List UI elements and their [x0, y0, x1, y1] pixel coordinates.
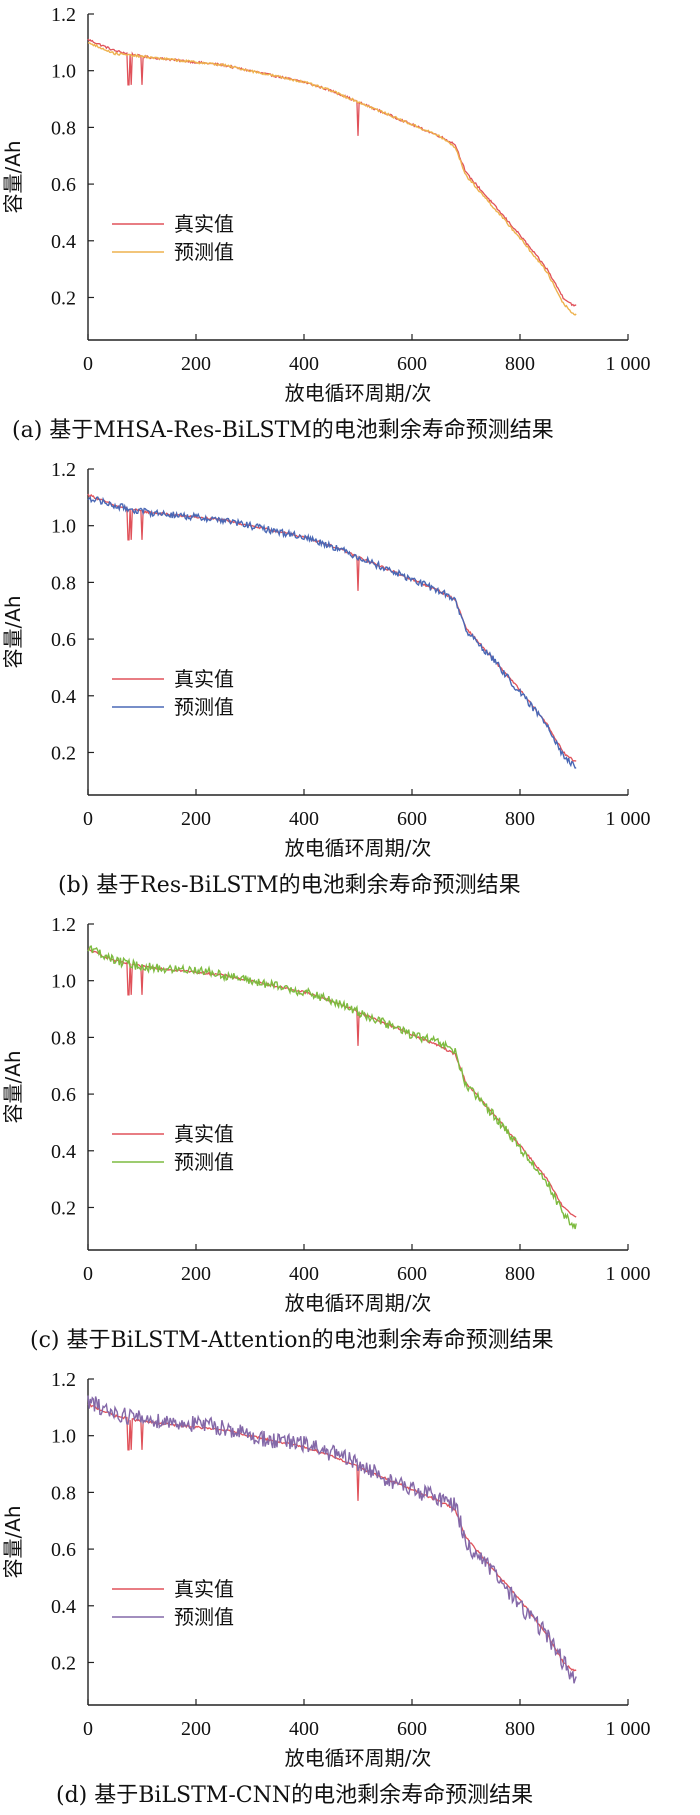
series-pred-line-d — [87, 1395, 577, 1684]
legend-pred-label-b: 预测值 — [174, 695, 234, 719]
x-axis-label-a: 放电循环周期/次 — [285, 381, 432, 405]
y-tick-label-a: 1.2 — [51, 4, 76, 26]
y-tick-label-a: 1.0 — [51, 61, 76, 83]
x-tick-label-a: 0 — [83, 353, 93, 375]
y-tick-label-b: 1.0 — [51, 516, 76, 538]
legend-true-label-a: 真实值 — [174, 212, 234, 236]
x-tick-label-d: 800 — [505, 1718, 535, 1740]
y-tick-label-b: 0.8 — [51, 572, 76, 594]
chart-panel-c: 0 200 400 600 800 1 000 0.2 0.4 0.6 0.8 1.0 1.2 放电循环… — [0, 910, 700, 1365]
x-tick-label-a: 200 — [181, 353, 211, 375]
x-tick-label-b: 800 — [505, 808, 535, 830]
y-tick-label-b: 0.6 — [51, 629, 76, 651]
series-true-line-b — [87, 493, 577, 762]
x-tick-label-b: 0 — [83, 808, 93, 830]
y-axis-label-d: 容量/Ah — [1, 1505, 25, 1578]
x-tick-label-d: 0 — [83, 1718, 93, 1740]
y-axis-label-c: 容量/Ah — [1, 1050, 25, 1123]
x-tick-label-a: 1 000 — [606, 353, 651, 375]
y-tick-label-d: 0.8 — [51, 1482, 76, 1504]
x-tick-label-c: 200 — [181, 1263, 211, 1285]
x-tick-label-a: 600 — [397, 353, 427, 375]
y-tick-label-d: 1.0 — [51, 1426, 76, 1448]
y-tick-label-b: 0.2 — [51, 742, 76, 764]
y-tick-label-a: 0.4 — [51, 231, 76, 253]
series-true-line-a — [87, 38, 577, 307]
x-tick-label-d: 200 — [181, 1718, 211, 1740]
series-true-line-c — [87, 948, 577, 1218]
x-tick-label-b: 200 — [181, 808, 211, 830]
x-tick-label-c: 600 — [397, 1263, 427, 1285]
chart-panel-b: 0 200 400 600 800 1 000 0.2 0.4 0.6 0.8 1.0 1.2 放电循环… — [0, 455, 700, 910]
chart-a-svg: 0 200 400 600 800 1 000 0.2 0.4 0.6 0.8 1.0 1.2 放电循环… — [1, 4, 651, 405]
legend-true-label-c: 真实值 — [174, 1122, 234, 1146]
y-axis-label-a: 容量/Ah — [1, 140, 25, 213]
chart-c-svg: 0 200 400 600 800 1 000 0.2 0.4 0.6 0.8 1.0 1.2 放电循环… — [1, 914, 651, 1315]
series-pred-line-b — [87, 495, 577, 769]
y-tick-label-d: 0.4 — [51, 1596, 76, 1618]
x-axis-label-d: 放电循环周期/次 — [285, 1746, 432, 1770]
chart-d-svg: 0 200 400 600 800 1 000 0.2 0.4 0.6 0.8 1.0 1.2 放电循环… — [1, 1369, 651, 1770]
y-tick-label-c: 1.0 — [51, 971, 76, 993]
x-tick-label-b: 600 — [397, 808, 427, 830]
series-pred-line-a — [87, 42, 577, 316]
y-tick-label-a: 0.6 — [51, 174, 76, 196]
chart-panel-a: 0 200 400 600 800 1 000 0.2 0.4 0.6 0.8 1.0 1.2 放电循环… — [0, 0, 700, 455]
x-tick-label-d: 400 — [289, 1718, 319, 1740]
x-axis-label-b: 放电循环周期/次 — [285, 836, 432, 860]
series-pred-line-c — [87, 945, 577, 1230]
y-tick-label-a: 0.8 — [51, 117, 76, 139]
x-axis-label-c: 放电循环周期/次 — [285, 1291, 432, 1315]
chart-panel-d: 0 200 400 600 800 1 000 0.2 0.4 0.6 0.8 1.0 1.2 放电循环… — [0, 1365, 700, 1815]
y-tick-label-c: 0.2 — [51, 1197, 76, 1219]
chart-d-caption: (d) 基于BiLSTM-CNN的电池剩余寿命预测结果 — [56, 1783, 534, 1808]
legend-pred-label-c: 预测值 — [174, 1150, 234, 1174]
x-tick-label-a: 800 — [505, 353, 535, 375]
y-tick-label-d: 1.2 — [51, 1369, 76, 1391]
legend-true-label-b: 真实值 — [174, 667, 234, 691]
y-tick-label-c: 0.4 — [51, 1141, 76, 1163]
y-tick-label-b: 0.4 — [51, 686, 76, 708]
x-tick-label-d: 600 — [397, 1718, 427, 1740]
y-tick-label-c: 0.8 — [51, 1027, 76, 1049]
chart-b-svg: 0 200 400 600 800 1 000 0.2 0.4 0.6 0.8 1.0 1.2 放电循环… — [1, 459, 651, 860]
y-tick-label-c: 0.6 — [51, 1084, 76, 1106]
legend-pred-label-d: 预测值 — [174, 1605, 234, 1629]
x-tick-label-a: 400 — [289, 353, 319, 375]
series-true-line-d — [87, 1403, 577, 1672]
y-tick-label-d: 0.6 — [51, 1539, 76, 1561]
legend-true-label-d: 真实值 — [174, 1577, 234, 1601]
x-tick-label-d: 1 000 — [606, 1718, 651, 1740]
legend-pred-label-a: 预测值 — [174, 240, 234, 264]
x-tick-label-c: 1 000 — [606, 1263, 651, 1285]
x-tick-label-b: 1 000 — [606, 808, 651, 830]
x-tick-label-c: 400 — [289, 1263, 319, 1285]
x-tick-label-c: 800 — [505, 1263, 535, 1285]
y-tick-label-a: 0.2 — [51, 287, 76, 309]
chart-b-caption: (b) 基于Res-BiLSTM的电池剩余寿命预测结果 — [58, 873, 521, 898]
chart-c-caption: (c) 基于BiLSTM-Attention的电池剩余寿命预测结果 — [30, 1328, 554, 1353]
y-tick-label-d: 0.2 — [51, 1652, 76, 1674]
y-axis-label-b: 容量/Ah — [1, 595, 25, 668]
x-tick-label-b: 400 — [289, 808, 319, 830]
y-tick-label-b: 1.2 — [51, 459, 76, 481]
x-tick-label-c: 0 — [83, 1263, 93, 1285]
y-tick-label-c: 1.2 — [51, 914, 76, 936]
chart-a-caption: (a) 基于MHSA-Res-BiLSTM的电池剩余寿命预测结果 — [12, 418, 554, 443]
